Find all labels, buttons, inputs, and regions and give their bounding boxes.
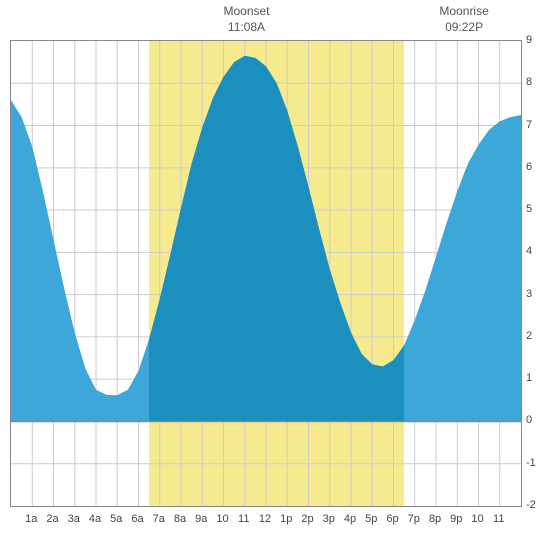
x-tick-label: 6p [386,513,398,525]
y-tick-label: 0 [526,414,532,426]
y-tick-label: 9 [526,34,532,46]
y-tick-label: 4 [526,245,532,257]
moonset-time: 11:08A [228,20,265,34]
x-tick-label: 4a [89,513,101,525]
y-tick-label: 8 [526,76,532,88]
y-tick-label: 6 [526,161,532,173]
x-tick-label: 8p [429,513,441,525]
x-tick-label: 3a [68,513,80,525]
y-tick-label: 1 [526,372,532,384]
y-tick-label: 7 [526,119,532,131]
x-tick-label: 6a [131,513,143,525]
x-tick-label: 10 [471,513,483,525]
y-tick-label: 5 [526,203,532,215]
x-tick-label: 11 [493,513,504,525]
x-tick-label: 9a [195,513,207,525]
x-tick-label: 3p [323,513,335,525]
x-tick-label: 7p [408,513,420,525]
x-tick-label: 2a [46,513,58,525]
moonrise-time: 09:22P [445,20,483,34]
moonrise-label: Moonrise 09:22P [434,4,494,35]
moonset-label: Moonset 11:08A [217,4,277,35]
y-tick-label: 3 [526,288,532,300]
x-tick-label: 5a [110,513,122,525]
x-tick-label: 1p [280,513,292,525]
moonrise-title: Moonrise [439,4,488,18]
x-tick-label: 2p [301,513,313,525]
moonset-title: Moonset [223,4,269,18]
x-tick-label: 11 [238,513,249,525]
x-tick-label: 5p [365,513,377,525]
x-tick-label: 4p [344,513,356,525]
x-tick-label: 8a [174,513,186,525]
tide-chart: Moonset 11:08A Moonrise 09:22P 1a 2a 3a 4a 5… [0,0,550,550]
x-tick-label: 7a [153,513,165,525]
x-tick-label: 1a [25,513,37,525]
y-tick-label: -2 [526,499,536,511]
x-tick-label: 9p [450,513,462,525]
x-tick-label: 10 [216,513,228,525]
y-tick-label: 2 [526,330,532,342]
plot-area [10,40,522,507]
x-tick-label: 12 [259,513,271,525]
y-tick-label: -1 [526,457,536,469]
